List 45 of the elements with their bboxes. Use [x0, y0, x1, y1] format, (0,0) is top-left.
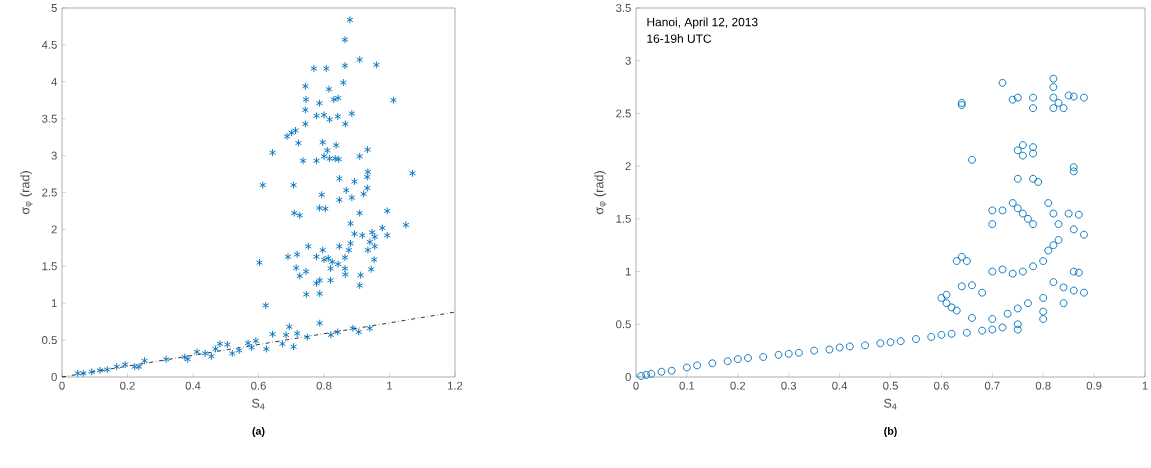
y-tick-label: 3.5 — [616, 4, 631, 12]
x-tick-label: 0.4 — [832, 381, 848, 390]
y-tick-label: 0 — [625, 373, 631, 381]
text: (a) — [252, 427, 265, 437]
y-tick-label: 0 — [51, 373, 57, 381]
x-tick-label: 0.9 — [1086, 381, 1102, 390]
y-tick-label: 4 — [51, 77, 57, 86]
x-tick-label: 0.2 — [120, 381, 135, 390]
x-tick-label: 0 — [633, 381, 639, 390]
y-tick-label: 3 — [51, 151, 57, 160]
y-tick-label: 1.5 — [42, 262, 57, 271]
y-tick-label: 2 — [51, 225, 57, 234]
x-tick-label: 0.6 — [934, 381, 949, 390]
x-tick-label: 0.2 — [730, 381, 746, 390]
x-axis-title: S$_{4}$ — [884, 398, 897, 410]
y-tick-label: 1 — [625, 267, 631, 276]
annotation: Hanoi, April 12, 2013 — [647, 17, 758, 29]
y-tick-label: 3.5 — [42, 114, 57, 123]
y-tick-label: 1.5 — [616, 214, 631, 223]
x-tick-label: 1 — [1142, 381, 1148, 390]
y-tick-label: 3 — [625, 56, 631, 65]
y-tick-label: 0.5 — [42, 336, 57, 345]
y-tick-label: 1 — [51, 299, 57, 308]
y-tick-label: 5 — [51, 4, 57, 12]
x-tick-label: 1 — [387, 381, 393, 390]
x-axis-title: S$_{4}$ — [252, 398, 265, 410]
x-tick-label: 1.2 — [448, 381, 463, 390]
x-tick-label: 0.6 — [251, 381, 266, 390]
x-tick-label: 0.5 — [883, 381, 898, 390]
y-axis-title: σ$_{φ}$ (rad) — [594, 171, 607, 215]
text: (b) — [884, 427, 897, 437]
x-tick-label: 0.7 — [984, 381, 1000, 390]
x-tick-label: 0.1 — [679, 381, 695, 390]
x-tick-label: 0.3 — [781, 381, 797, 390]
y-tick-label: 2 — [625, 162, 631, 171]
y-tick-label: 2.5 — [616, 109, 631, 118]
x-tick-label: 0 — [59, 381, 65, 390]
y-tick-label: 2.5 — [42, 188, 57, 197]
x-tick-label: 0.4 — [185, 381, 201, 390]
y-tick-label: 0.5 — [616, 320, 631, 329]
y-tick-label: 4.5 — [41, 40, 57, 49]
x-tick-label: 0.8 — [316, 381, 332, 390]
y-axis-title: σ$_{φ}$ (rad) — [20, 171, 33, 215]
x-tick-label: 0.8 — [1035, 381, 1051, 390]
annotation: 16-19h UTC — [647, 34, 712, 43]
